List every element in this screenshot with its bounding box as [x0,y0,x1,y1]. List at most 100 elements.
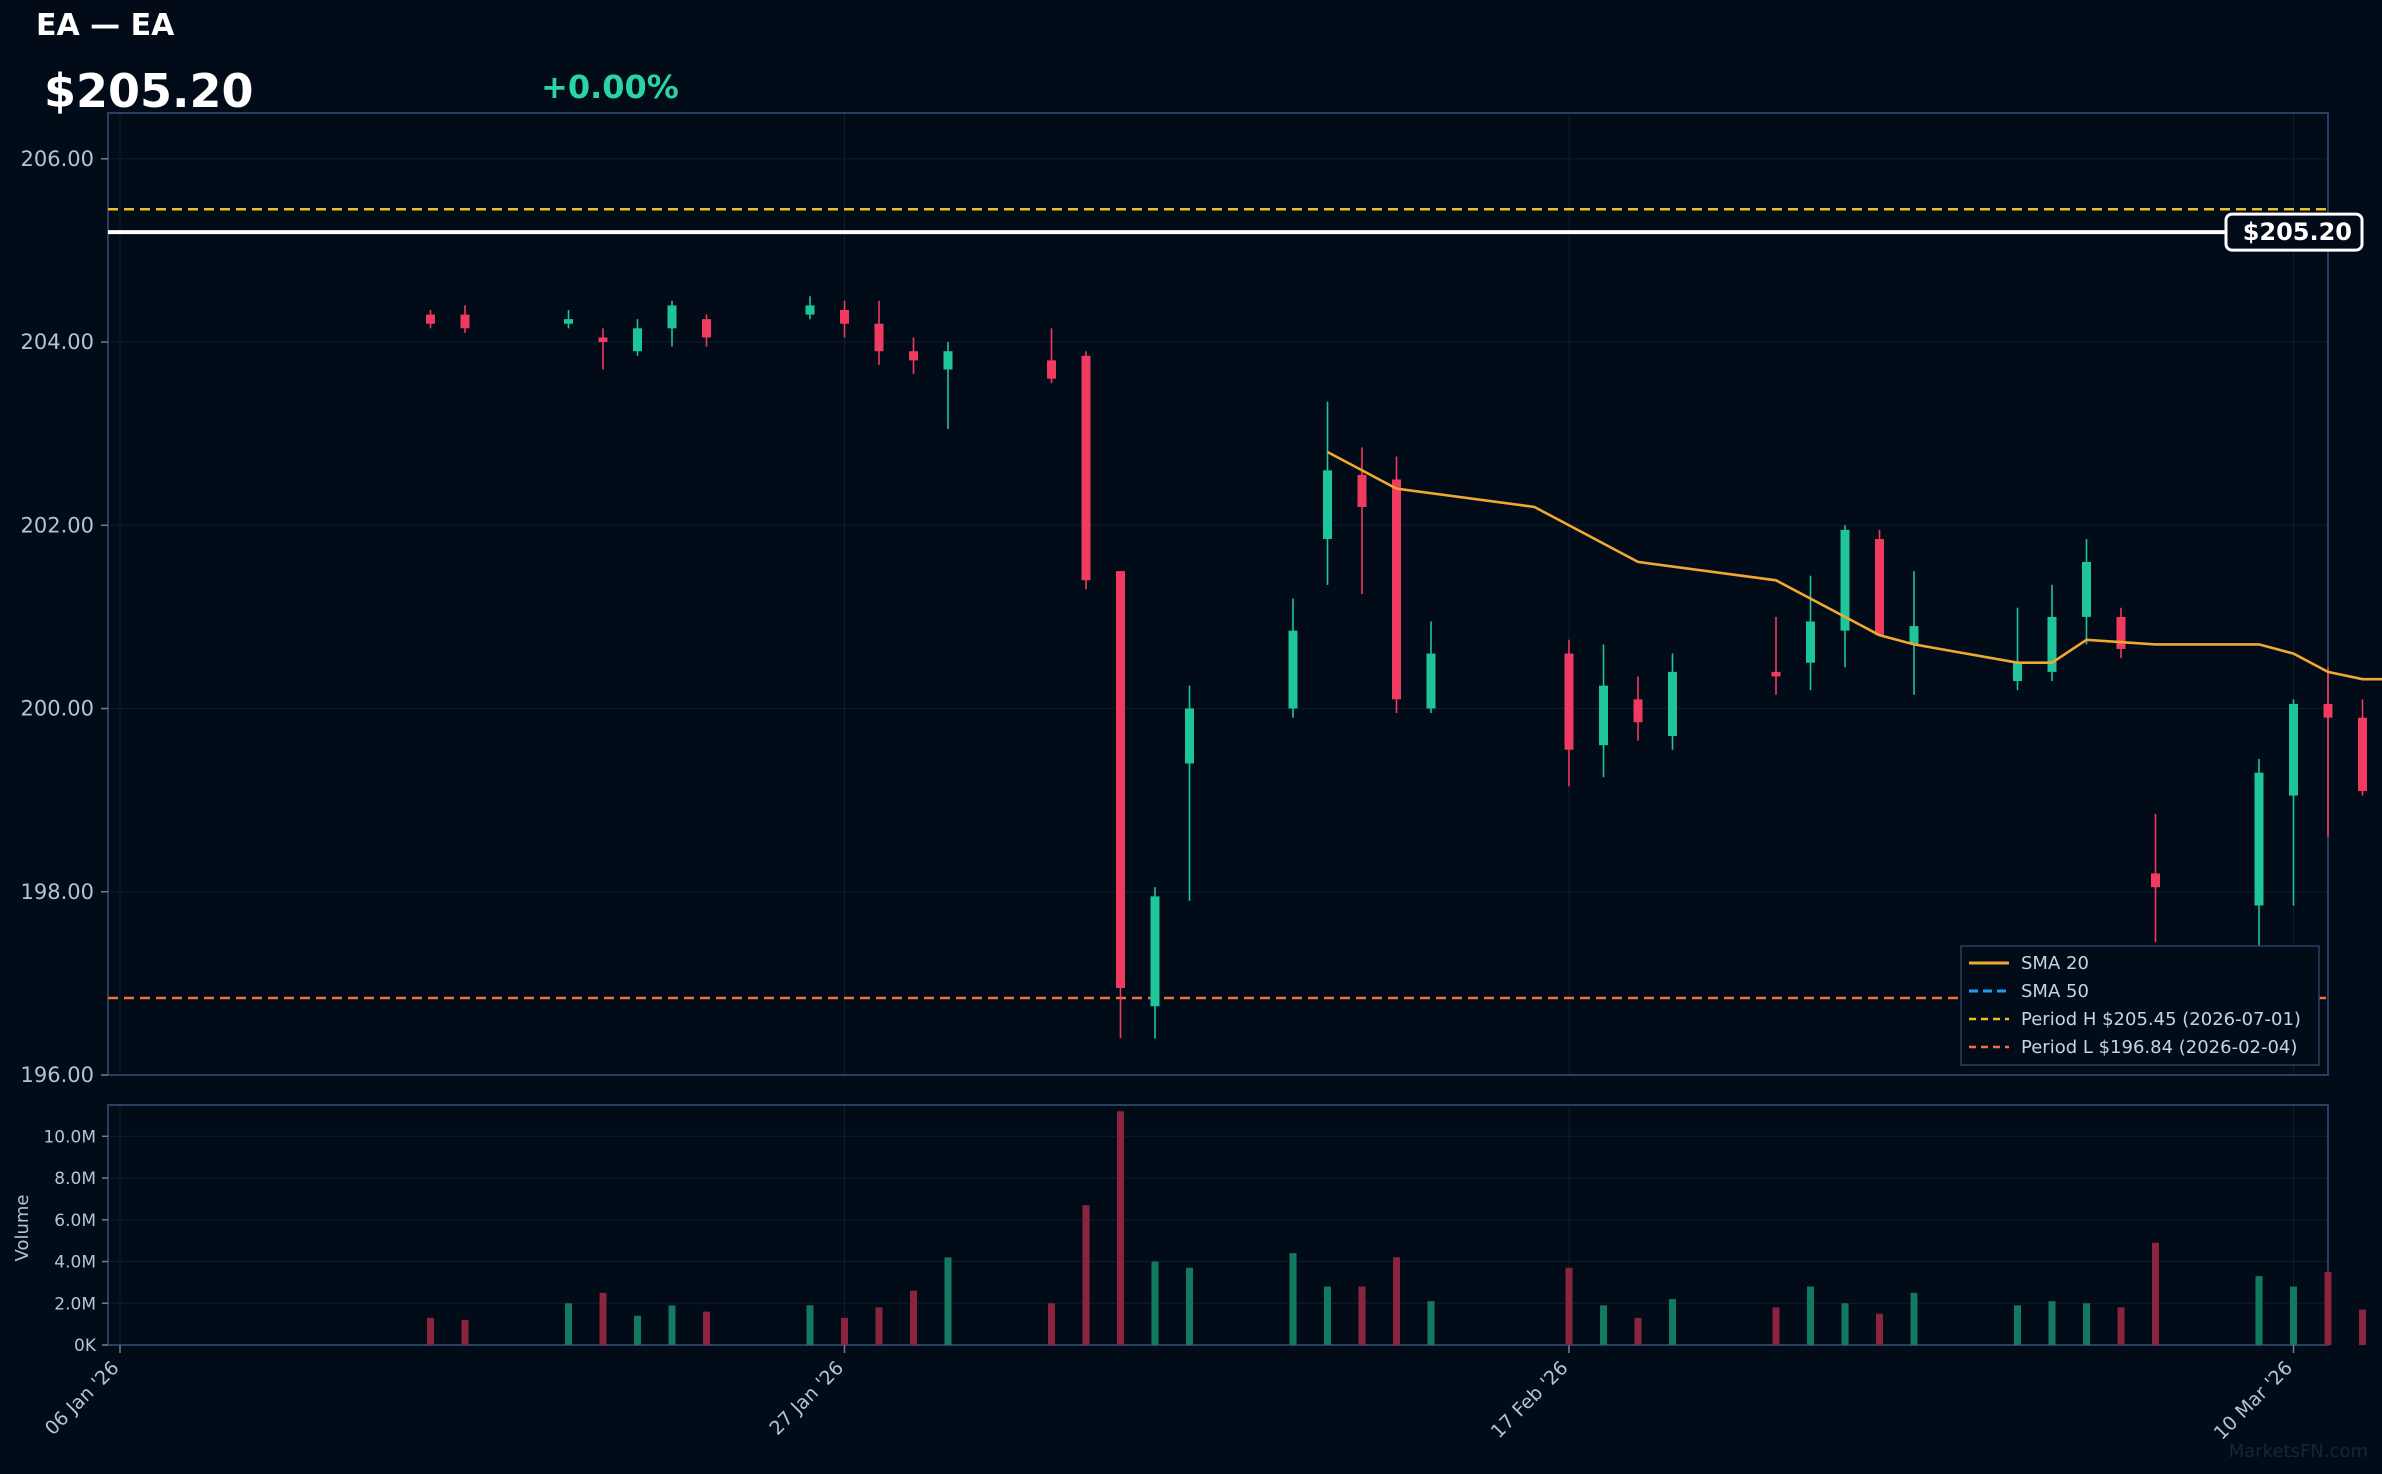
volume-bar [2048,1301,2056,1345]
volume-bar [1807,1286,1814,1345]
volume-bar [944,1257,952,1345]
candle-body [874,323,884,352]
last-price-tag-label: $205.20 [2243,218,2352,246]
ticker-title: EA — EA [36,8,175,43]
candle-body [1840,529,1850,631]
volume-bar [875,1307,883,1345]
volume-bar [1634,1317,1642,1345]
candle-body [2151,873,2160,888]
price-tick-label: 206.00 [21,147,94,171]
volume-bar [841,1317,848,1345]
volume-bar [1910,1292,1918,1345]
legend-box [1960,945,2320,1066]
volume-tick-label: 10.0M [43,1127,96,1147]
candle-body [2047,616,2057,672]
candle-body [1047,360,1056,379]
volume-bar [1082,1205,1090,1345]
candle-body [805,305,815,315]
volume-bar [1841,1303,1849,1345]
volume-bar [1772,1307,1780,1345]
volume-axis-label: Volume [12,1195,33,1262]
candle-body [1357,474,1367,507]
candle-body [702,319,711,338]
candle-body [1081,355,1091,581]
price-change: +0.00% [541,68,679,106]
last-price: $205.20 [44,64,254,118]
price-grid [108,113,2328,1076]
candle-body [460,314,470,329]
volume-bar [599,1292,607,1345]
candle-body [2358,717,2367,791]
date-tick-label: 27 Jan '26 [765,1357,848,1440]
volume-bar [565,1303,572,1345]
volume-bar [1565,1267,1573,1345]
volume-bar [1427,1301,1435,1345]
candle-body [1668,671,1677,737]
volume-bar [703,1311,710,1345]
volume-bar [2083,1303,2090,1345]
volume-bar [2152,1242,2159,1345]
volume-bar [1048,1303,1055,1345]
legend-label-period-low: Period L $196.84 (2026-02-04) [2021,1037,2297,1058]
volume-bar [1117,1111,1124,1345]
candle-body [633,328,642,352]
date-tick-label: 17 Feb '26 [1487,1357,1573,1443]
price-tick-label: 202.00 [21,513,94,537]
candle-body [1150,896,1160,1007]
volume-bar [461,1319,469,1345]
candle-body [598,337,608,343]
volume-bar [806,1305,814,1345]
candle-body [909,351,918,361]
candlesticks [426,296,2367,1039]
volume-tick-label: 2.0M [54,1294,96,1314]
volume-bar [2290,1286,2297,1345]
legend-label-sma50: SMA 50 [2021,981,2089,1002]
legend: SMA 20 SMA 50 Period H $205.45 (2026-07-… [1960,945,2320,1066]
watermark: MarketsFN.com [2228,1441,2368,1462]
volume-bar [1151,1261,1159,1345]
price-tick-label: 204.00 [21,330,94,354]
volume-grid [108,1105,2328,1346]
legend-label-sma20: SMA 20 [2021,953,2089,974]
volume-bar [634,1315,641,1345]
candle-body [667,305,677,329]
candle-body [2254,772,2264,906]
volume-tick-label: 0K [74,1336,97,1356]
candle-body [1599,685,1608,746]
candle-body [426,314,435,324]
candle-body [2082,561,2091,617]
volume-bar [2014,1305,2021,1345]
volume-bar [1600,1305,1607,1345]
volume-bar [1324,1286,1331,1345]
candle-body [1392,479,1401,700]
candle-body [1564,653,1574,750]
volume-axis: 10.0M 8.0M 6.0M 4.0M 2.0M 0K [43,1127,108,1356]
candle-body [1875,539,1884,636]
volume-bar [2255,1276,2263,1345]
volume-bar [1669,1299,1676,1345]
candle-body [2323,703,2333,718]
candle-body [2013,662,2022,682]
price-axis: 206.00 204.00 202.00 200.00 198.00 196.00 [21,147,108,1087]
price-tick-label: 200.00 [21,697,94,721]
volume-bar [427,1317,434,1345]
candle-body [1771,671,1781,677]
volume-bar [910,1290,917,1345]
period-lines [108,207,2328,1000]
candle-body [1185,708,1194,764]
candle-body [1116,571,1125,988]
candle-body [1426,653,1436,709]
volume-bar [2359,1309,2366,1345]
volume-bar [1358,1286,1366,1345]
date-axis: 06 Jan '26 27 Jan '26 17 Feb '26 10 Mar '26… [41,1345,2297,1444]
legend-label-period-high: Period H $205.45 (2026-07-01) [2021,1009,2301,1030]
volume-bars [427,1111,2366,1345]
price-tick-label: 196.00 [21,1063,94,1087]
date-tick-label: 06 Jan '26 [41,1357,124,1440]
volume-tick-label: 4.0M [54,1253,96,1273]
candle-body [1806,621,1815,663]
volume-bar [1393,1257,1400,1345]
price-tick-label: 198.00 [21,880,94,904]
volume-bar [1876,1313,1883,1345]
